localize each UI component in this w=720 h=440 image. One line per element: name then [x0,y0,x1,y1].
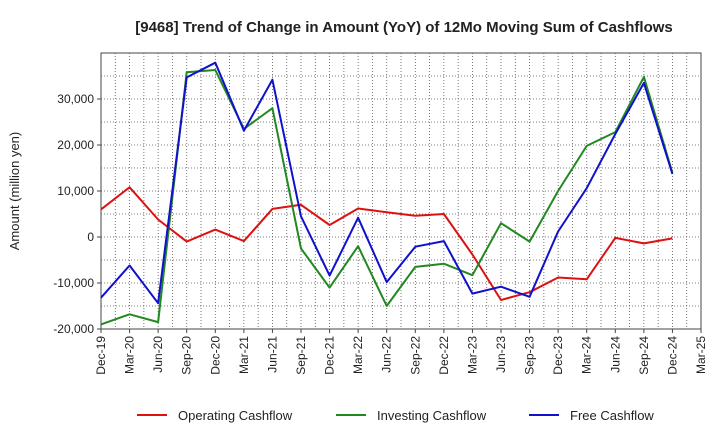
x-tick-label: Dec-24 [665,336,679,375]
x-tick-label: Mar-25 [694,336,708,374]
legend-label: Free Cashflow [570,408,654,423]
chart-legend: Operating Cashflow Investing Cashflow Free… [137,408,654,423]
series-line-operating-cashflow [100,186,673,301]
x-axis-ticks: Dec-19 Mar-20 Jun-20 Sep-20 Dec-20 Mar-21 Jun-… [94,329,708,375]
legend-label: Investing Cashflow [377,408,487,423]
y-axis-label: Amount (million yen) [7,132,22,251]
x-tick-label: Jun-23 [494,336,508,373]
x-tick-label: Jun-21 [265,336,279,373]
x-tick-label: Dec-22 [437,336,451,375]
x-tick-label: Jun-22 [380,336,394,373]
y-tick-label: 0 [87,230,94,244]
y-tick-label: -20,000 [53,322,94,336]
x-tick-label: Sep-20 [180,336,194,375]
legend-label: Operating Cashflow [178,408,293,423]
x-tick-label: Mar-22 [351,336,365,374]
x-tick-label: Sep-23 [523,336,537,375]
x-tick-label: Jun-24 [608,336,622,373]
x-tick-label: Mar-21 [237,336,251,374]
y-tick-label: 10,000 [57,184,94,198]
x-tick-label: Dec-21 [323,336,337,375]
x-tick-label: Dec-20 [208,336,222,375]
y-axis-ticks: -20,000 -10,000 0 10,000 20,000 30,000 [53,92,101,336]
x-tick-label: Sep-24 [637,336,651,375]
x-tick-label: Mar-24 [580,336,594,374]
x-tick-label: Jun-20 [151,336,165,373]
series-lines [100,61,674,326]
chart-title: [9468] Trend of Change in Amount (YoY) o… [135,19,673,36]
y-tick-label: -10,000 [53,276,94,290]
x-tick-label: Dec-23 [551,336,565,375]
grid-lines [101,53,701,329]
x-tick-label: Dec-19 [94,336,108,375]
x-tick-label: Mar-23 [465,336,479,374]
series-line-free-cashflow [100,61,674,305]
y-tick-label: 30,000 [57,92,94,106]
x-tick-label: Sep-22 [408,336,422,375]
y-tick-label: 20,000 [57,138,94,152]
x-tick-label: Mar-20 [123,336,137,374]
x-tick-label: Sep-21 [294,336,308,375]
